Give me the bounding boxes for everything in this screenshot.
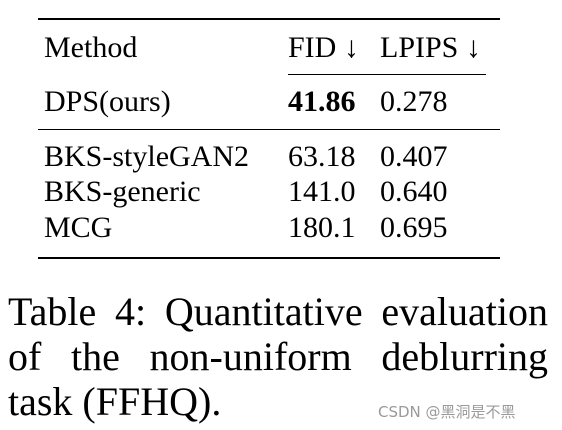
mid-rule <box>38 129 500 130</box>
cell: BKS-generic <box>44 175 201 208</box>
caption-line: task (FFHQ). <box>8 379 222 424</box>
bottom-rule <box>38 257 500 259</box>
cell: 41.86 <box>288 85 356 118</box>
cell: 0.695 <box>380 211 448 244</box>
caption-line: Table 4: Quantitative evaluation <box>8 289 548 334</box>
cell: MCG <box>44 211 113 244</box>
cell: 141.0 <box>288 175 356 208</box>
header-cell: FID ↓ <box>288 31 359 64</box>
cell: DPS(ours) <box>44 85 171 118</box>
top-rule <box>38 18 500 20</box>
cell: 180.1 <box>288 211 356 244</box>
cell: BKS-styleGAN2 <box>44 140 250 173</box>
watermark: CSDN @黑洞是不黑 <box>378 403 516 421</box>
caption-line: of the non-uniform deblurring <box>8 334 548 379</box>
cell: 0.278 <box>380 85 448 118</box>
cell: 0.407 <box>380 140 448 173</box>
header-rule <box>288 74 486 75</box>
cell: 63.18 <box>288 140 356 173</box>
cell: 0.640 <box>380 175 448 208</box>
header-cell: Method <box>44 31 138 64</box>
header-cell: LPIPS ↓ <box>380 31 481 64</box>
